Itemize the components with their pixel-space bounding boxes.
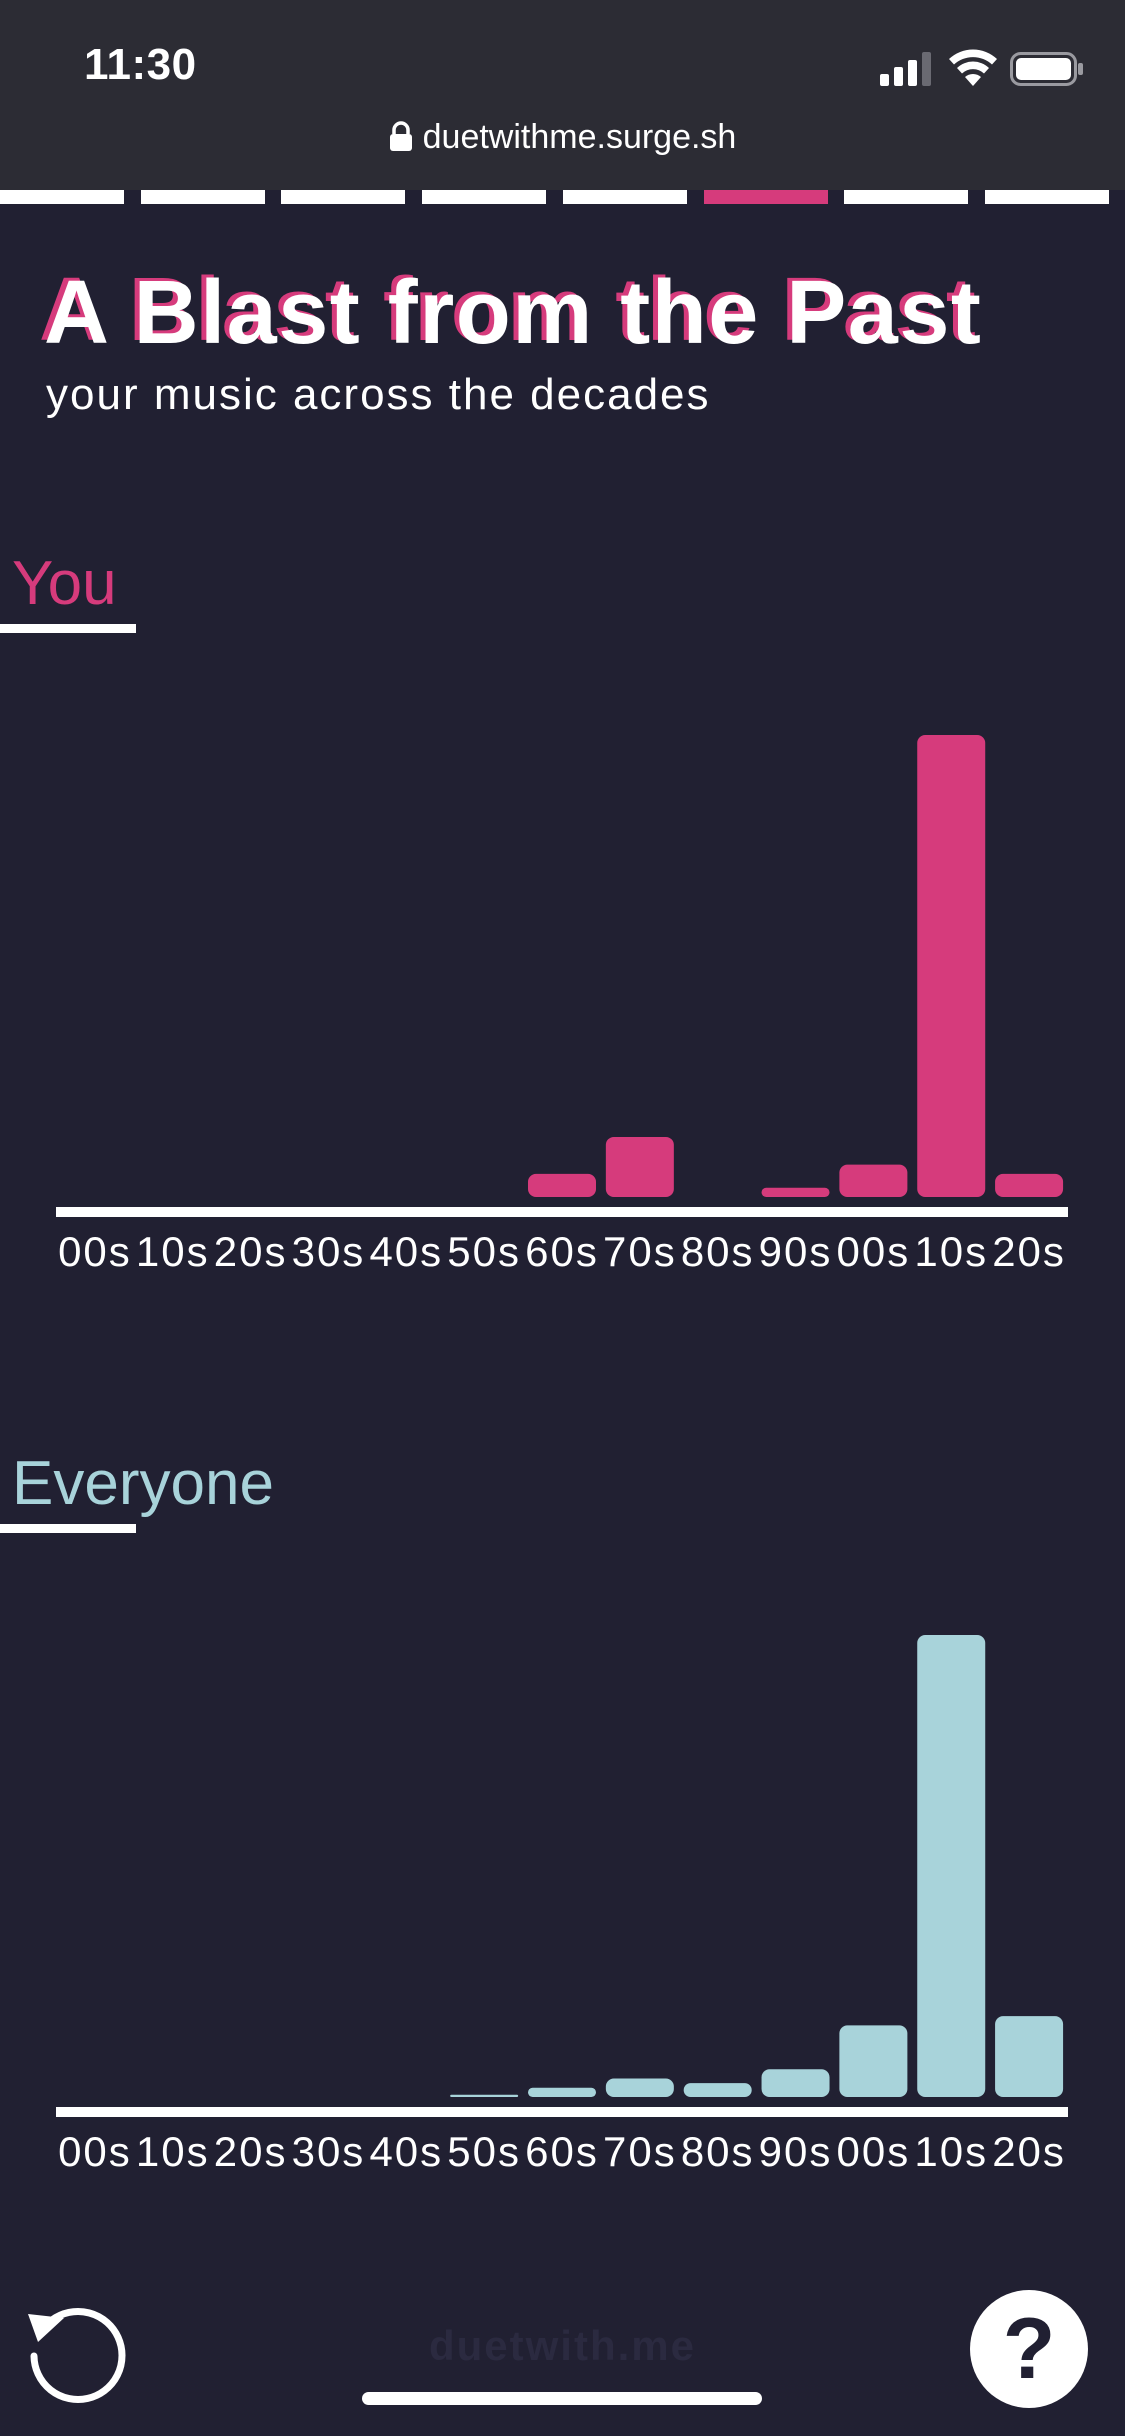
- bar-10s-11: [917, 735, 986, 1197]
- clock: 11:30: [84, 40, 197, 89]
- undo-icon[interactable]: [18, 2294, 134, 2410]
- bar-70s-7: [605, 2078, 674, 2097]
- signal-icon: [880, 52, 931, 86]
- everyone-decades-chart: 00s 10s 20s 30s 40s 50s 60s 70s 80s 90s 00s 10s 20s: [56, 1635, 1068, 2175]
- x-axis-line: [56, 2107, 1068, 2117]
- bar-20s-12: [995, 2016, 1064, 2097]
- everyone-section-label: Everyone: [12, 1449, 274, 1518]
- bar-50s-5: [450, 2094, 519, 2097]
- tick-label: 30s: [292, 1228, 366, 1275]
- tick-label: 70s: [603, 1228, 677, 1275]
- progress-segment: [0, 190, 124, 204]
- tick-label: 50s: [447, 2128, 521, 2175]
- progress-segment: [281, 190, 406, 204]
- x-axis-line: [56, 1207, 1068, 1217]
- tick-label: 20s: [992, 1228, 1066, 1275]
- bar-20s-12: [995, 1173, 1064, 1197]
- bar-60s-6: [528, 1173, 596, 1197]
- tick-label: 50s: [447, 1228, 521, 1275]
- story-progress: [0, 190, 1125, 204]
- tick-label: 00s: [837, 1228, 911, 1275]
- url-bar[interactable]: duetwithme.surge.sh: [0, 118, 1125, 157]
- battery-icon: [1010, 52, 1083, 86]
- tick-label: 10s: [136, 1228, 210, 1275]
- footer-brand: duetwith.me: [428, 2322, 696, 2369]
- tick-label: 20s: [992, 2128, 1066, 2175]
- wifi-icon: [949, 49, 997, 86]
- tick-label: 00s: [58, 2128, 132, 2175]
- tick-label: 10s: [136, 2128, 210, 2175]
- tick-label: 90s: [759, 2128, 833, 2175]
- tick-label: 90s: [759, 1228, 833, 1275]
- tick-label: 70s: [603, 2128, 677, 2175]
- progress-segment: [844, 190, 969, 204]
- bar-60s-6: [528, 2087, 596, 2097]
- url-text: duetwithme.surge.sh: [422, 118, 737, 156]
- you-section-label: You: [12, 549, 117, 618]
- progress-segment: [703, 190, 828, 204]
- home-indicator: [362, 2392, 762, 2405]
- help-button[interactable]: ?: [970, 2290, 1088, 2408]
- bar-80s-8: [683, 2083, 752, 2097]
- bar-90s-9: [761, 1187, 830, 1197]
- tick-label: 60s: [525, 1228, 599, 1275]
- tick-label: 10s: [914, 2128, 988, 2175]
- you-section-underline: [0, 624, 136, 633]
- progress-segment: [140, 190, 265, 204]
- tick-label: 60s: [525, 2128, 599, 2175]
- tick-label: 80s: [681, 2128, 755, 2175]
- tick-label: 30s: [292, 2128, 366, 2175]
- tick-label: 00s: [837, 2128, 911, 2175]
- tick-label: 20s: [214, 2128, 288, 2175]
- bar-90s-9: [761, 2069, 830, 2097]
- progress-segment: [422, 190, 547, 204]
- tick-label: 10s: [914, 1228, 988, 1275]
- progress-segment: [984, 190, 1109, 204]
- tick-label: 20s: [214, 1228, 288, 1275]
- status-bar: 11:30 duetwithme.surge.sh: [0, 0, 1125, 190]
- bar-10s-11: [917, 1635, 986, 2097]
- tick-label: 40s: [369, 2128, 443, 2175]
- page-subtitle: your music across the decades: [46, 370, 711, 419]
- bar-70s-7: [605, 1136, 674, 1197]
- tick-label: 00s: [58, 1228, 132, 1275]
- tick-label: 80s: [681, 1228, 755, 1275]
- progress-segment: [562, 190, 687, 204]
- lock-icon: [389, 121, 412, 151]
- bar-00s-10: [839, 2025, 908, 2097]
- you-decades-chart: 00s 10s 20s 30s 40s 50s 60s 70s 80s 90s 00s 10s 20s: [56, 735, 1068, 1275]
- page-title: A Blast from the Past: [44, 263, 983, 363]
- tick-label: 40s: [369, 1228, 443, 1275]
- everyone-section-underline: [0, 1524, 136, 1533]
- bar-00s-10: [839, 1164, 908, 1197]
